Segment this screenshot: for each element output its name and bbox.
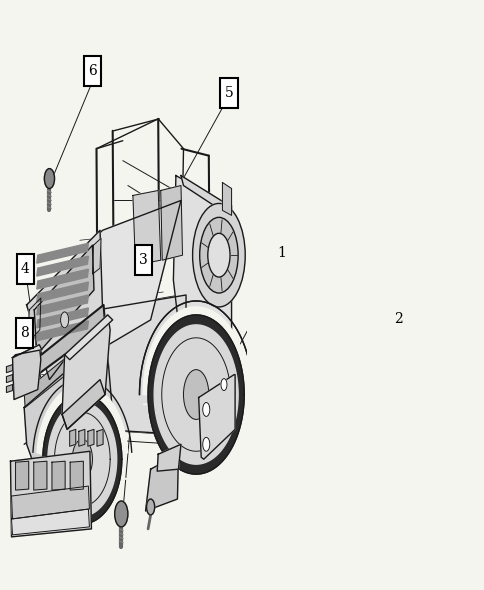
Polygon shape [143, 307, 249, 405]
Polygon shape [12, 486, 89, 519]
FancyBboxPatch shape [16, 254, 34, 284]
Polygon shape [78, 430, 85, 446]
Polygon shape [6, 365, 13, 373]
FancyBboxPatch shape [135, 245, 152, 275]
FancyBboxPatch shape [84, 56, 101, 86]
Polygon shape [37, 385, 128, 479]
Circle shape [45, 169, 54, 188]
Polygon shape [133, 191, 160, 265]
Polygon shape [62, 379, 105, 430]
Polygon shape [145, 454, 178, 511]
Polygon shape [34, 245, 94, 355]
Polygon shape [6, 375, 13, 382]
Polygon shape [13, 345, 41, 399]
Polygon shape [27, 230, 102, 379]
Circle shape [202, 402, 210, 417]
Polygon shape [97, 430, 103, 446]
Polygon shape [52, 461, 65, 490]
Polygon shape [37, 243, 88, 263]
Polygon shape [173, 176, 231, 345]
Circle shape [115, 501, 128, 527]
Polygon shape [62, 315, 110, 430]
Polygon shape [160, 185, 182, 260]
Circle shape [192, 204, 245, 307]
Polygon shape [181, 176, 228, 215]
Polygon shape [64, 315, 112, 360]
Polygon shape [97, 295, 186, 434]
Polygon shape [70, 461, 83, 490]
Text: 5: 5 [224, 86, 233, 100]
Circle shape [60, 312, 69, 328]
FancyBboxPatch shape [220, 78, 237, 108]
Polygon shape [37, 282, 88, 302]
Polygon shape [148, 315, 244, 474]
Circle shape [183, 370, 209, 419]
Polygon shape [157, 444, 181, 471]
Polygon shape [88, 430, 94, 446]
Polygon shape [37, 269, 88, 289]
Polygon shape [12, 509, 89, 535]
Text: 1: 1 [277, 246, 286, 260]
Circle shape [207, 233, 229, 277]
Polygon shape [70, 430, 76, 446]
Text: 4: 4 [21, 262, 30, 276]
Polygon shape [198, 375, 235, 459]
Polygon shape [34, 461, 47, 490]
Polygon shape [13, 345, 42, 358]
FancyBboxPatch shape [15, 318, 33, 348]
Polygon shape [37, 256, 88, 276]
FancyBboxPatch shape [272, 238, 289, 268]
Text: 3: 3 [139, 253, 148, 267]
Polygon shape [15, 461, 29, 490]
Polygon shape [24, 328, 104, 408]
Polygon shape [28, 298, 41, 342]
Polygon shape [92, 238, 101, 274]
Circle shape [199, 217, 238, 293]
Polygon shape [24, 340, 112, 494]
Text: 6: 6 [88, 64, 97, 78]
Polygon shape [173, 335, 233, 440]
Polygon shape [37, 321, 88, 341]
Circle shape [72, 440, 92, 479]
Polygon shape [37, 295, 88, 315]
Polygon shape [23, 305, 105, 385]
Polygon shape [48, 402, 117, 516]
Polygon shape [154, 325, 238, 464]
Text: 8: 8 [20, 326, 29, 340]
Polygon shape [43, 395, 121, 524]
Circle shape [146, 499, 154, 515]
Circle shape [202, 437, 210, 451]
Polygon shape [222, 182, 231, 215]
Text: 2: 2 [393, 312, 402, 326]
FancyBboxPatch shape [389, 304, 406, 334]
Circle shape [221, 379, 227, 391]
Polygon shape [27, 201, 181, 379]
Polygon shape [11, 451, 91, 537]
Polygon shape [37, 308, 88, 328]
Polygon shape [6, 385, 13, 392]
